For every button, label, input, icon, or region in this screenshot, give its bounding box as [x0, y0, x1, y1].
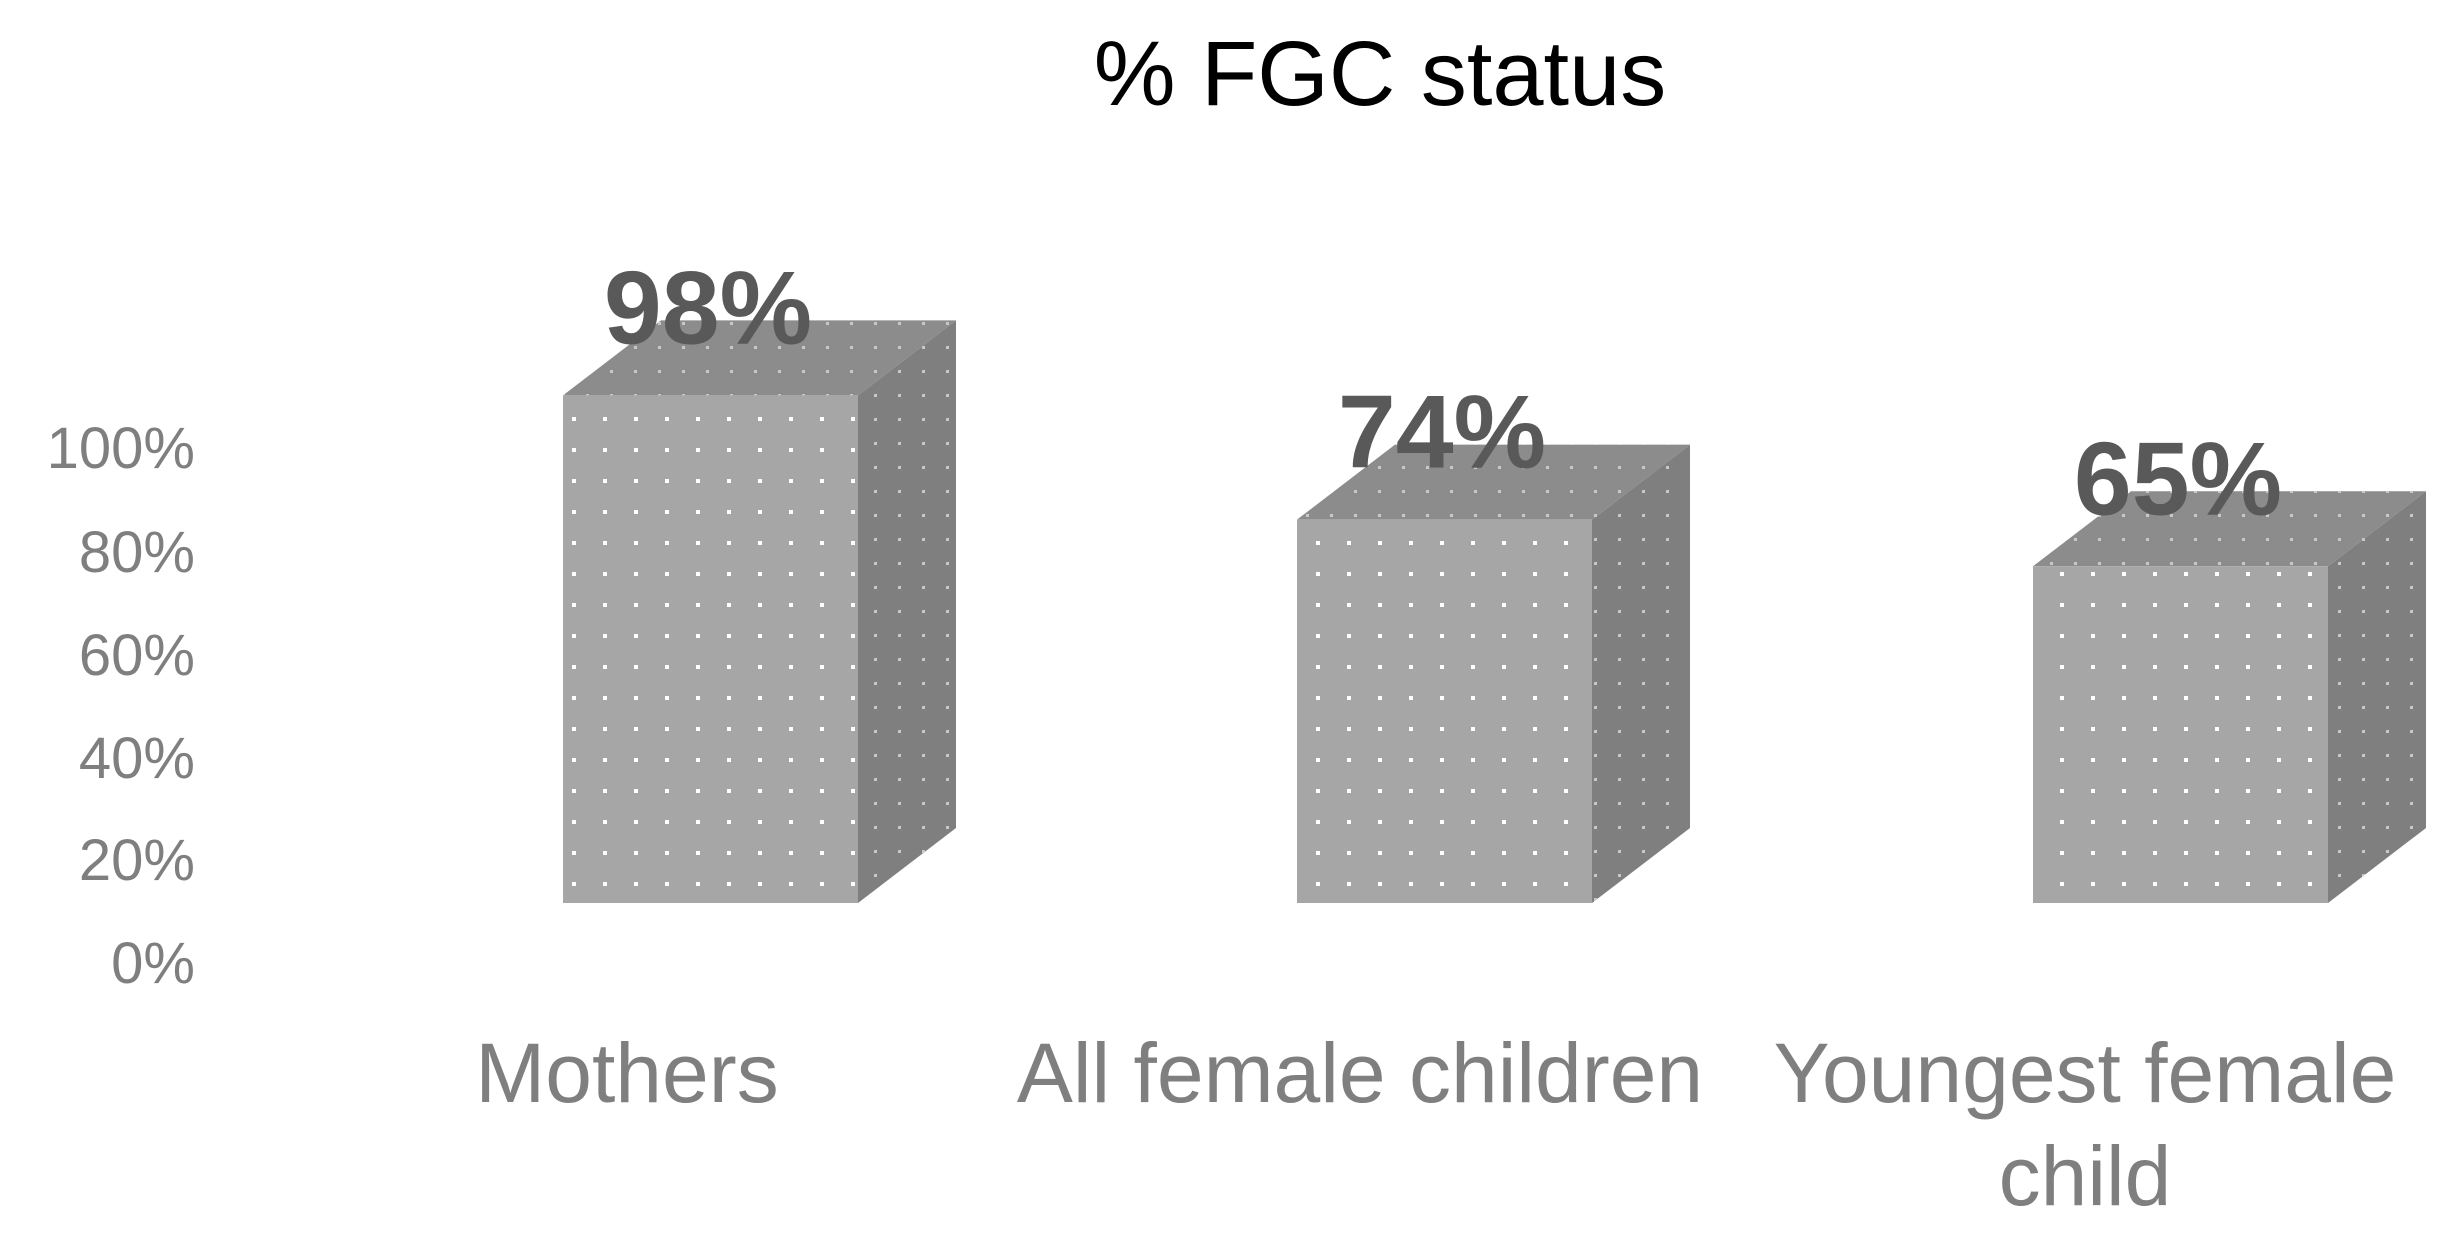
y-tick-label: 100%: [47, 416, 195, 481]
bar-front-dots: [2033, 566, 2328, 903]
category-label: Mothers: [475, 1026, 778, 1120]
x-axis: Mothers All female children Youngest femal…: [475, 1026, 2396, 1223]
chart-title: % FGC status: [1094, 23, 1667, 125]
y-tick-label: 0%: [111, 931, 195, 996]
y-tick-label: 60%: [79, 623, 195, 688]
data-label: 65%: [2074, 421, 2282, 537]
data-label: 98%: [604, 250, 812, 366]
bar-top-dots: [2033, 491, 2426, 567]
bar-front-dots: [1297, 519, 1592, 903]
bar-side-dots: [1592, 444, 1690, 903]
y-axis: 0% 20% 40% 60% 80% 100%: [47, 416, 195, 996]
bar-side-dots: [2328, 491, 2426, 903]
category-label: child: [1999, 1129, 2172, 1223]
bar: [2033, 491, 2426, 903]
bar-front-dots: [563, 395, 858, 903]
category-label: All female children: [1017, 1026, 1703, 1120]
bar-side-dots: [858, 320, 956, 903]
bar-top-dots: [1297, 444, 1690, 520]
category-label: Youngest female: [1774, 1026, 2397, 1120]
y-tick-label: 80%: [79, 520, 195, 585]
bar-top-dots: [563, 320, 956, 396]
y-tick-label: 20%: [79, 828, 195, 893]
data-label: 74%: [1338, 375, 1546, 491]
bar: [563, 320, 956, 903]
bars: 98% 74% 65%: [563, 250, 2426, 903]
y-tick-label: 40%: [79, 726, 195, 791]
bar: [1297, 444, 1690, 903]
